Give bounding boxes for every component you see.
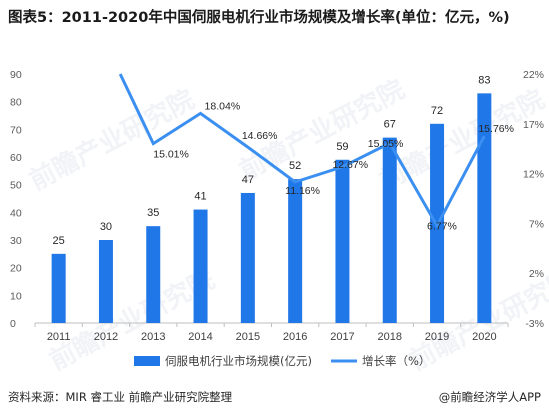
axis-layer: 0 10 20 30 40 50 60 70 80 90 -3% 2% 7% 12% 17% 22% 2011 2… — [10, 69, 544, 343]
left-axis-tick-label: 90 — [10, 69, 22, 81]
growth-rate-label: 14.66% — [242, 130, 278, 142]
right-axis-tick-label: -3% — [525, 318, 544, 330]
bar — [51, 253, 66, 323]
x-axis-tick-label: 2012 — [94, 331, 118, 343]
legend-label-line: 增长率（%） — [362, 354, 430, 368]
growth-rate-line — [118, 73, 486, 229]
x-axis-tick-label: 2017 — [330, 331, 354, 343]
right-axis-tick-label: 17% — [523, 119, 544, 131]
x-axis-tick-label: 2014 — [188, 331, 212, 343]
source-note: 资料来源：MIR 睿工业 前瞻产业研究院整理 — [8, 390, 233, 404]
x-axis-tick-label: 2013 — [141, 331, 165, 343]
left-axis-tick-label: 80 — [10, 97, 22, 109]
bar — [146, 226, 161, 323]
bar-value-label: 52 — [289, 160, 301, 172]
growth-rate-label: 18.04% — [205, 100, 241, 112]
bar — [98, 240, 113, 323]
right-axis-tick-label: 2% — [529, 268, 544, 280]
bar-value-label: 41 — [194, 191, 206, 203]
left-axis-tick-label: 70 — [10, 124, 22, 136]
x-axis-tick-label: 2015 — [236, 331, 260, 343]
left-axis-tick-label: 10 — [10, 290, 22, 302]
bar — [288, 179, 303, 323]
right-axis-tick-label: 7% — [529, 218, 544, 230]
left-axis-tick-label: 20 — [10, 263, 22, 275]
bar-value-label: 25 — [53, 235, 65, 247]
bar-value-label: 30 — [100, 221, 112, 233]
left-axis-tick-label: 60 — [10, 152, 22, 164]
bar — [382, 137, 397, 323]
x-axis-tick-label: 2018 — [378, 331, 402, 343]
bar-value-label: 72 — [431, 105, 443, 117]
growth-rate-label: 15.05% — [368, 138, 404, 150]
growth-rate-label: 6.77% — [427, 221, 457, 233]
right-axis-tick-label: 12% — [523, 169, 544, 181]
brand-note: @前瞻经济学人APP — [438, 390, 541, 404]
bar-value-label: 47 — [242, 174, 254, 186]
left-axis-tick-label: 0 — [10, 318, 16, 330]
line-layer — [118, 73, 486, 229]
bar-value-label: 35 — [147, 207, 159, 219]
bar — [193, 209, 208, 323]
x-axis-tick-label: 2016 — [283, 331, 307, 343]
bar — [240, 192, 255, 323]
x-axis-tick-label: 2020 — [472, 331, 496, 343]
growth-rate-label: 15.01% — [153, 149, 189, 161]
right-axis-tick-label: 22% — [523, 69, 544, 81]
bar-layer — [51, 93, 492, 323]
bar — [335, 159, 350, 323]
label-layer: 25 30 35 41 47 52 59 67 72 83 15.01% 18.04% 14.66% 11… — [53, 74, 514, 246]
bar-value-label: 59 — [336, 141, 348, 153]
x-axis-tick-label: 2019 — [425, 331, 449, 343]
growth-rate-label: 12.67% — [332, 159, 368, 171]
legend-swatch-bar — [134, 356, 160, 366]
bar-value-label: 67 — [384, 119, 396, 131]
growth-rate-label: 11.16% — [285, 185, 320, 197]
left-axis-tick-label: 50 — [10, 180, 22, 192]
x-axis-tick-label: 2011 — [47, 331, 71, 343]
chart-title: 图表5：2011-2020年中国伺服电机行业市场规模及增长率(单位：亿元，%) — [8, 10, 510, 26]
left-axis-tick-label: 30 — [10, 235, 22, 247]
legend-label-bar: 伺服电机行业市场规模(亿元) — [165, 354, 312, 368]
bar — [477, 93, 492, 323]
legend: 伺服电机行业市场规模(亿元) 增长率（%） — [134, 354, 430, 368]
bar-value-label: 83 — [478, 74, 490, 86]
left-axis-tick-label: 40 — [10, 207, 22, 219]
growth-rate-label: 15.76% — [478, 123, 514, 135]
